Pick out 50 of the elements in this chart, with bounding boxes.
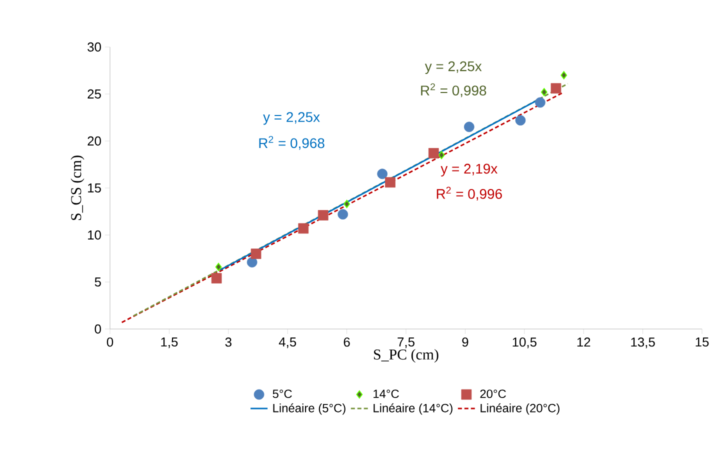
point — [250, 248, 262, 259]
annotation: R$^{2}$ = 0,968 — [259, 136, 324, 150]
point — [338, 209, 348, 220]
x-tick-label: 9 — [462, 338, 468, 347]
annotation: R$^{2}$ = 0,996 — [436, 186, 502, 201]
y-tick-label: 30 — [88, 42, 101, 52]
point — [438, 151, 445, 160]
point — [385, 177, 396, 188]
x-tick-label: 1,5 — [161, 338, 178, 348]
y-tick-label: 25 — [88, 89, 101, 99]
y-tick-label: 15 — [88, 183, 101, 193]
x-tick-label: 7,5 — [398, 338, 414, 348]
legend-label: 20°C — [480, 390, 506, 398]
point — [428, 148, 439, 158]
x-tick-label: 15 — [696, 338, 709, 347]
y-tick-label: 5 — [94, 277, 101, 287]
annotation: y = 2,19x — [440, 164, 498, 176]
point — [298, 223, 309, 234]
point — [344, 200, 350, 208]
point — [215, 262, 222, 272]
x-tick-label: 12 — [577, 338, 590, 347]
y-tick-label: 20 — [88, 136, 101, 146]
point — [464, 122, 474, 132]
legend-label: Linéaire (14°C) — [374, 403, 452, 415]
y-tick-label: 10 — [88, 230, 101, 240]
point — [377, 168, 388, 180]
x-tick-label: 13,5 — [631, 338, 655, 348]
point — [246, 257, 258, 268]
annotation: y = 2,25x — [263, 112, 320, 125]
legend-label: 5°C — [272, 390, 292, 398]
x-axis-title: S_PC (cm) — [374, 349, 438, 363]
point — [560, 71, 568, 80]
x-tick-label: 0 — [106, 338, 114, 347]
point — [550, 83, 562, 94]
legend-label: Linéaire (5°C) — [273, 403, 346, 415]
x-tick-label: 10,5 — [512, 338, 536, 348]
y-axis-title: S_CS (cm) — [70, 156, 84, 220]
x-tick-label: 4,5 — [278, 338, 296, 348]
legend-label: Linéaire (20°C) — [480, 403, 560, 415]
annotation: R$^{2}$ = 0,998 — [421, 83, 486, 98]
point — [535, 97, 546, 108]
x-tick-label: 3 — [225, 338, 232, 347]
point — [515, 115, 526, 126]
legend-label: 14°C — [374, 390, 399, 398]
y-tick-label: 0 — [94, 324, 101, 334]
point — [540, 88, 548, 96]
x-tick-label: 6 — [344, 338, 350, 347]
point — [318, 210, 328, 220]
point — [211, 273, 222, 284]
annotation: y = 2,25x — [424, 61, 482, 74]
